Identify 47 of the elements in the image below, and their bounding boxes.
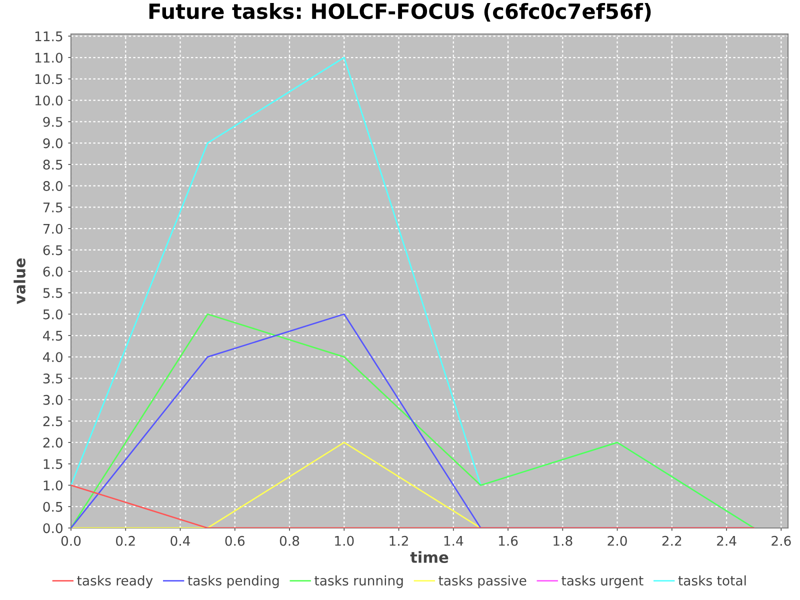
x-tick-label: 2.0 — [608, 536, 627, 546]
y-tick-label: 8.0 — [43, 181, 62, 192]
y-tick-label: 4.0 — [43, 352, 62, 362]
y-tick-label: 1.5 — [44, 459, 62, 470]
x-tick-label: 1.6 — [498, 536, 518, 546]
y-tick-label: 3.5 — [43, 374, 62, 384]
y-tick-label: 9.5 — [43, 116, 62, 127]
x-tick-label: 0.8 — [280, 536, 300, 546]
y-tick-label: 2.0 — [43, 438, 62, 448]
x-axis-title: time — [410, 551, 448, 564]
x-tick-label: 0.0 — [61, 536, 81, 546]
y-tick-label: 7.0 — [43, 224, 62, 234]
y-tick-label: 9.0 — [43, 138, 62, 148]
y-axis-title: value — [14, 258, 26, 304]
x-tick-label: 0.2 — [116, 536, 135, 546]
y-tick-label: 6.5 — [43, 245, 62, 256]
y-tick-label: 11.5 — [35, 32, 62, 42]
y-tick-label: 5.5 — [43, 288, 62, 298]
x-tick-label: 2.6 — [772, 536, 791, 546]
legend-label: tasks pending — [188, 575, 279, 588]
y-tick-label: 1.0 — [44, 480, 62, 490]
y-tick-label: 0.0 — [43, 523, 62, 534]
x-tick-label: 0.6 — [225, 536, 245, 546]
legend-label: tasks ready — [77, 575, 153, 588]
legend-label: tasks running — [314, 575, 403, 588]
y-tick-label: 5.0 — [43, 309, 62, 320]
y-tick-label: 6.0 — [43, 266, 62, 277]
y-tick-label: 8.5 — [43, 160, 62, 170]
legend-label: tasks urgent — [562, 575, 644, 588]
y-tick-label: 3.0 — [43, 394, 62, 405]
y-tick-label: 10.0 — [35, 96, 62, 106]
y-tick-label: 0.5 — [43, 502, 62, 512]
x-tick-label: 1.8 — [554, 536, 572, 546]
y-tick-label: 7.5 — [43, 202, 62, 212]
y-tick-label: 4.5 — [43, 330, 62, 341]
legend-label: tasks passive — [438, 575, 526, 588]
y-tick-label: 11.0 — [35, 52, 62, 63]
x-tick-label: 1.4 — [444, 536, 464, 546]
x-tick-label: 1.2 — [390, 536, 408, 546]
chart-title: Future tasks: HOLCF-FOCUS (c6fc0c7ef56f) — [149, 3, 651, 22]
y-tick-label: 10.5 — [35, 74, 62, 84]
x-tick-label: 1.0 — [335, 536, 354, 546]
x-tick-label: 0.4 — [170, 536, 190, 546]
legend-label: tasks total — [678, 575, 746, 586]
x-tick-label: 2.2 — [662, 536, 682, 546]
x-tick-label: 2.4 — [717, 536, 736, 546]
y-tick-label: 2.5 — [43, 416, 62, 426]
